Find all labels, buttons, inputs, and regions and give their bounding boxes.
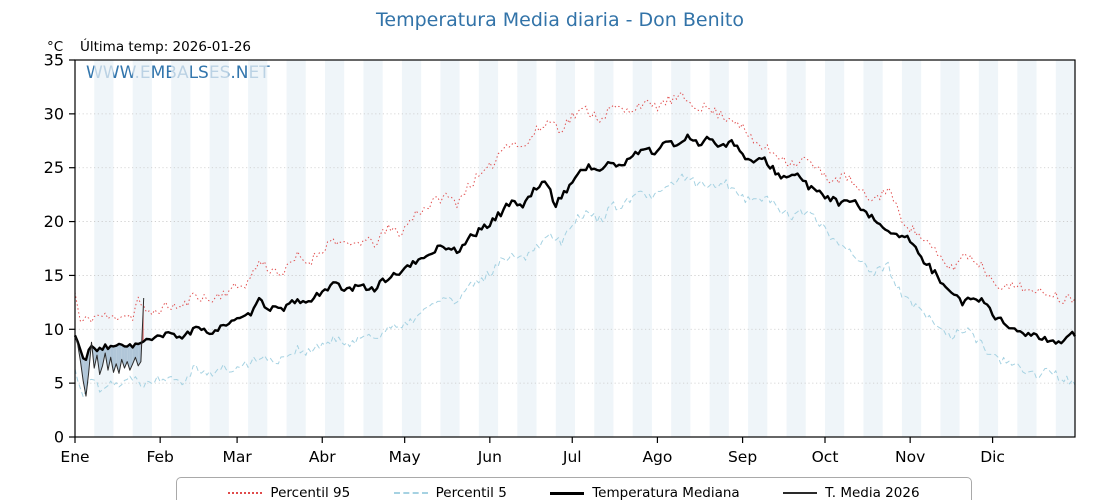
x-month-label: May bbox=[389, 448, 421, 466]
week-band bbox=[286, 60, 306, 437]
week-band bbox=[786, 60, 806, 437]
legend-item-percentil-95: Percentil 95 bbox=[228, 485, 350, 500]
legend: Percentil 95 Percentil 5 Temperatura Media… bbox=[176, 477, 972, 500]
plot-border bbox=[74, 59, 1076, 438]
legend-label: Percentil 5 bbox=[435, 485, 507, 500]
week-band bbox=[401, 60, 422, 437]
week-band bbox=[94, 60, 114, 437]
legend-item-t-media-2026: T. Media 2026 bbox=[783, 485, 920, 500]
series-temperatura-mediana-line bbox=[73, 133, 1077, 361]
week-band bbox=[171, 60, 191, 437]
week-band bbox=[325, 60, 345, 437]
x-month-label: Jun bbox=[477, 448, 502, 466]
fill-2026-vs-mediana bbox=[107, 345, 111, 371]
x-month-label: Ene bbox=[60, 448, 89, 466]
x-month-label: Abr bbox=[309, 448, 336, 466]
week-band bbox=[1017, 60, 1037, 437]
fill-2026-vs-mediana bbox=[85, 349, 89, 397]
y-axis-unit-label: °C bbox=[47, 39, 64, 55]
week-band bbox=[555, 60, 575, 437]
x-month-label: Jul bbox=[562, 448, 582, 466]
legend-item-temperatura-mediana: Temperatura Mediana bbox=[550, 485, 740, 500]
legend-label: Percentil 95 bbox=[270, 485, 351, 500]
fill-2026-vs-mediana bbox=[121, 344, 125, 369]
week-band bbox=[978, 60, 999, 437]
week-band bbox=[363, 60, 383, 437]
legend-line-sample bbox=[550, 491, 585, 495]
legend-line-sample bbox=[228, 492, 263, 494]
week-band bbox=[825, 60, 845, 437]
week-band bbox=[248, 60, 268, 437]
x-month-label: Dic bbox=[980, 448, 1005, 466]
fill-2026-vs-mediana bbox=[118, 343, 122, 374]
y-tick-label: 5 bbox=[54, 374, 64, 393]
week-band bbox=[594, 60, 614, 437]
week-band bbox=[940, 60, 960, 437]
week-band bbox=[671, 60, 691, 437]
x-month-label: Ago bbox=[642, 448, 672, 466]
week-band bbox=[478, 60, 499, 437]
week-band bbox=[748, 60, 768, 437]
legend-item-percentil-5: Percentil 5 bbox=[393, 485, 507, 500]
x-month-label: Feb bbox=[146, 448, 173, 466]
chart-title: Temperatura Media diaria - Don Benito bbox=[376, 9, 744, 31]
fill-2026-vs-mediana bbox=[135, 343, 139, 366]
y-tick-label: 20 bbox=[44, 212, 64, 231]
series-percentil-95-line bbox=[74, 91, 1076, 323]
legend-label: Temperatura Mediana bbox=[592, 485, 740, 500]
series-t-media-2026-line bbox=[74, 297, 145, 397]
last-temp-label: Última temp: 2026-01-26 bbox=[80, 39, 252, 55]
x-month-label: Oct bbox=[812, 448, 839, 466]
legend-line-sample bbox=[783, 492, 818, 494]
y-tick-label: 25 bbox=[44, 158, 64, 177]
week-band bbox=[632, 60, 652, 437]
y-tick-label: 10 bbox=[44, 320, 64, 339]
y-tick-label: 30 bbox=[44, 104, 64, 123]
week-band bbox=[901, 60, 922, 437]
legend-label: T. Media 2026 bbox=[825, 485, 920, 500]
y-tick-label: 35 bbox=[44, 51, 64, 70]
fill-2026-vs-mediana bbox=[83, 358, 86, 397]
week-band bbox=[132, 60, 152, 437]
fill-2026-vs-mediana bbox=[138, 342, 141, 366]
y-tick-label: 0 bbox=[54, 428, 64, 447]
y-tick-label: 15 bbox=[44, 266, 64, 285]
x-month-label: Nov bbox=[895, 448, 925, 466]
week-band bbox=[517, 60, 537, 437]
fill-2026-vs-mediana bbox=[129, 344, 133, 371]
week-band bbox=[709, 60, 729, 437]
week-band bbox=[863, 60, 883, 437]
x-month-label: Mar bbox=[222, 448, 252, 466]
week-band bbox=[209, 60, 229, 437]
series-percentil-5-line bbox=[74, 173, 1076, 398]
x-month-label: Sep bbox=[728, 448, 757, 466]
legend-line-sample bbox=[393, 492, 428, 494]
